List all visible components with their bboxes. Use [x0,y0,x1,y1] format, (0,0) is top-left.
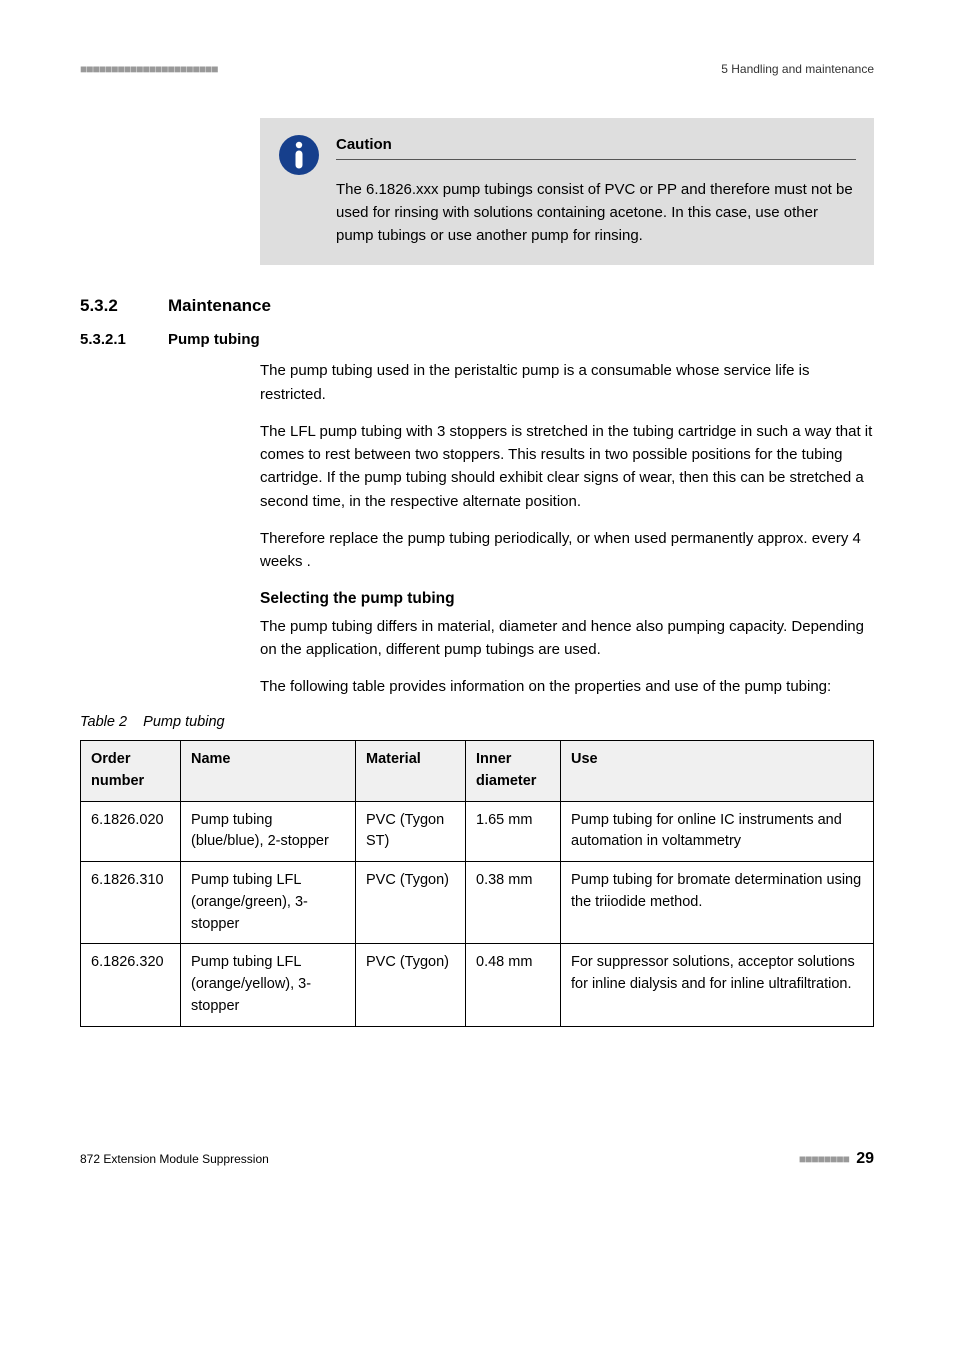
paragraph-3: Therefore replace the pump tubing period… [260,527,874,574]
footer-product: 872 Extension Module Suppression [80,1150,269,1168]
caution-title: Caution [336,134,856,160]
table-header-row: Order number Name Material Inner diamete… [81,741,874,802]
subsection-title: Pump tubing [168,329,260,352]
table-caption-prefix: Table 2 [80,714,127,730]
cell-use: For suppressor solutions, acceptor solut… [561,944,874,1026]
section-number: 5.3.2 [80,293,140,319]
table-caption: Table 2 Pump tubing [80,712,874,734]
cell-inner: 0.48 mm [466,944,561,1026]
table-row: 6.1826.320 Pump tubing LFL (orange/yello… [81,944,874,1026]
footer-dashes: ■■■■■■■■ [799,1152,849,1166]
cell-material: PVC (Tygon) [356,944,466,1026]
cell-material: PVC (Tygon) [356,862,466,944]
header-chapter: 5 Handling and maintenance [721,60,874,78]
caution-content: Caution The 6.1826.xxx pump tubings cons… [336,134,856,247]
cell-order: 6.1826.310 [81,862,181,944]
cell-material: PVC (Tygon ST) [356,801,466,862]
caution-text: The 6.1826.xxx pump tubings consist of P… [336,178,856,248]
th-inner: Inner diameter [466,741,561,802]
cell-name: Pump tubing LFL (orange/yellow), 3-stopp… [181,944,356,1026]
paragraph-5: The following table provides information… [260,675,874,698]
section-title: Maintenance [168,293,271,319]
table-caption-text: Pump tubing [143,714,224,730]
paragraph-4: The pump tubing differs in material, dia… [260,615,874,662]
cell-use: Pump tubing for bromate determination us… [561,862,874,944]
th-order: Order number [81,741,181,802]
caution-box: Caution The 6.1826.xxx pump tubings cons… [260,118,874,265]
subsection-number: 5.3.2.1 [80,329,140,352]
th-name: Name [181,741,356,802]
th-material: Material [356,741,466,802]
body-content: The pump tubing used in the peristaltic … [260,359,874,698]
section-heading: 5.3.2 Maintenance [80,293,874,319]
cell-name: Pump tubing LFL (orange/green), 3-stoppe… [181,862,356,944]
footer-right: ■■■■■■■■ 29 [799,1147,874,1171]
cell-use: Pump tubing for online IC instruments an… [561,801,874,862]
cell-order: 6.1826.320 [81,944,181,1026]
th-use: Use [561,741,874,802]
subsection-heading: 5.3.2.1 Pump tubing [80,329,874,352]
cell-inner: 1.65 mm [466,801,561,862]
page-footer: 872 Extension Module Suppression ■■■■■■■… [80,1147,874,1171]
cell-name: Pump tubing (blue/blue), 2-stopper [181,801,356,862]
caution-icon [278,134,320,176]
cell-inner: 0.38 mm [466,862,561,944]
table-row: 6.1826.310 Pump tubing LFL (orange/green… [81,862,874,944]
header-dashes: ■■■■■■■■■■■■■■■■■■■■■■ [80,60,217,78]
page-header: ■■■■■■■■■■■■■■■■■■■■■■ 5 Handling and ma… [80,60,874,78]
caution-wrapper: Caution The 6.1826.xxx pump tubings cons… [260,118,874,265]
cell-order: 6.1826.020 [81,801,181,862]
pump-tubing-table: Order number Name Material Inner diamete… [80,740,874,1027]
table-row: 6.1826.020 Pump tubing (blue/blue), 2-st… [81,801,874,862]
paragraph-2: The LFL pump tubing with 3 stoppers is s… [260,420,874,513]
page-number: 29 [856,1150,874,1167]
paragraph-1: The pump tubing used in the peristaltic … [260,359,874,406]
selecting-heading: Selecting the pump tubing [260,587,874,610]
